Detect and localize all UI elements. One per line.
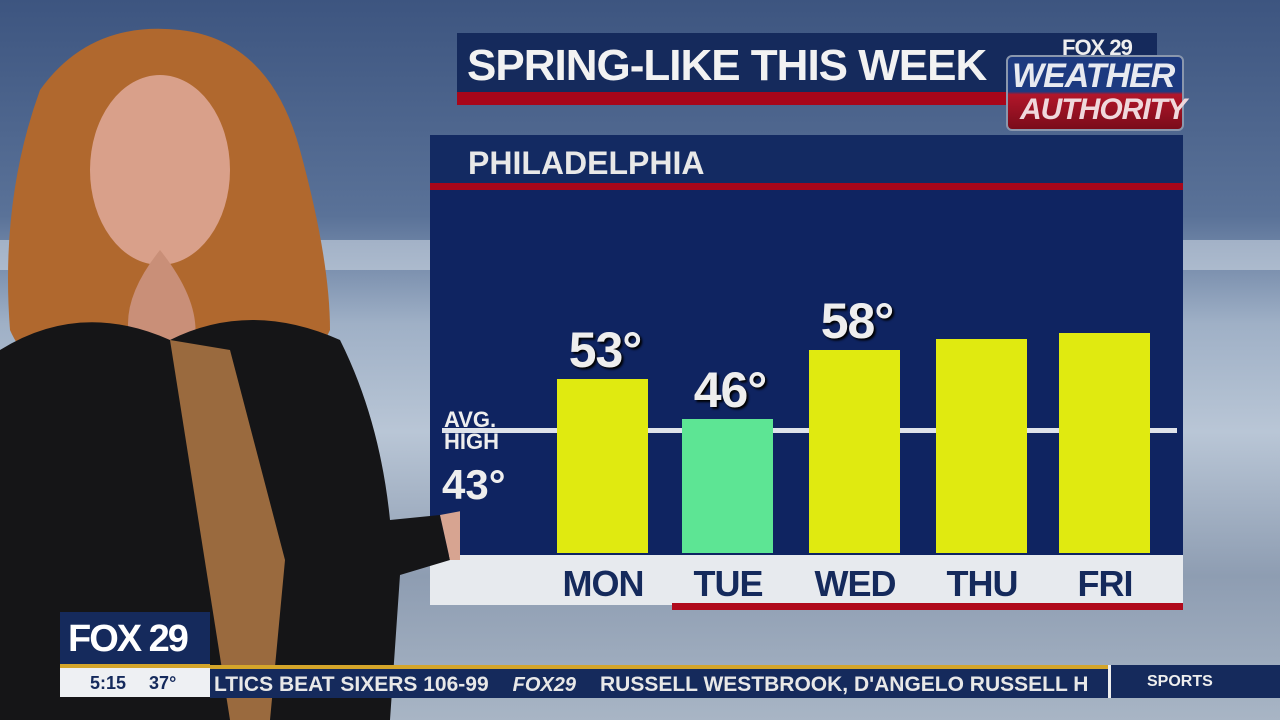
bar-thu — [936, 339, 1027, 553]
panel-header: PHILADELPHIA — [430, 135, 1183, 190]
day-label-strip — [430, 555, 1183, 605]
headline-red-stripe — [457, 92, 1157, 105]
bar-wed — [809, 350, 900, 553]
location-title: PHILADELPHIA — [468, 145, 705, 181]
logo-authority: AUTHORITY — [1020, 93, 1187, 126]
headline: SPRING-LIKE THIS WEEK — [467, 41, 987, 90]
data-label-wed: 58° — [820, 293, 895, 350]
avg-label-line1: AVG. — [444, 407, 497, 432]
ticker-headline-2: RUSSELL WESTBROOK, D'ANGELO RUSSELL H — [600, 673, 1089, 696]
panel-red-underline — [672, 603, 1183, 610]
data-label-mon: 53° — [568, 321, 643, 378]
forecast-chart-panel: PHILADELPHIA AVG. HIGH 43° 53° MON 46° TUE 5… — [430, 135, 1183, 605]
day-label-thu: THU — [946, 563, 1019, 604]
ticker-fox29-logo: FOX29 — [512, 674, 576, 696]
clock: 5:15 — [90, 673, 127, 693]
weather-authority-logo: FOX 29 WEATHER AUTHORITY — [1006, 35, 1187, 131]
bar-mon — [557, 378, 648, 553]
station-logo: FOX 29 — [60, 612, 210, 668]
current-temperature: 37° — [149, 673, 177, 693]
day-label-fri: FRI — [1077, 563, 1134, 604]
logo-weather: WEATHER — [1012, 57, 1175, 95]
ticker-headline-1: LTICS BEAT SIXERS 106-99 — [214, 673, 489, 696]
time-temperature: 5:15 37° — [60, 668, 210, 697]
day-label-tue: TUE — [693, 563, 764, 604]
logo-fox29: FOX 29 — [1062, 35, 1133, 60]
bar-tue — [682, 418, 773, 553]
presenter — [0, 28, 460, 720]
news-ticker: LTICS BEAT SIXERS 106-99 FOX29 RUSSELL WES… — [210, 665, 1280, 698]
data-label-tue: 46° — [693, 361, 768, 418]
day-label-mon: MON — [562, 563, 645, 604]
ticker-section-label: SPORTS — [1108, 665, 1280, 698]
avg-label-line2: HIGH — [444, 429, 499, 454]
day-label-wed: WED — [814, 563, 897, 604]
bar-fri — [1059, 333, 1150, 553]
avg-high-value: 43° — [442, 461, 506, 508]
